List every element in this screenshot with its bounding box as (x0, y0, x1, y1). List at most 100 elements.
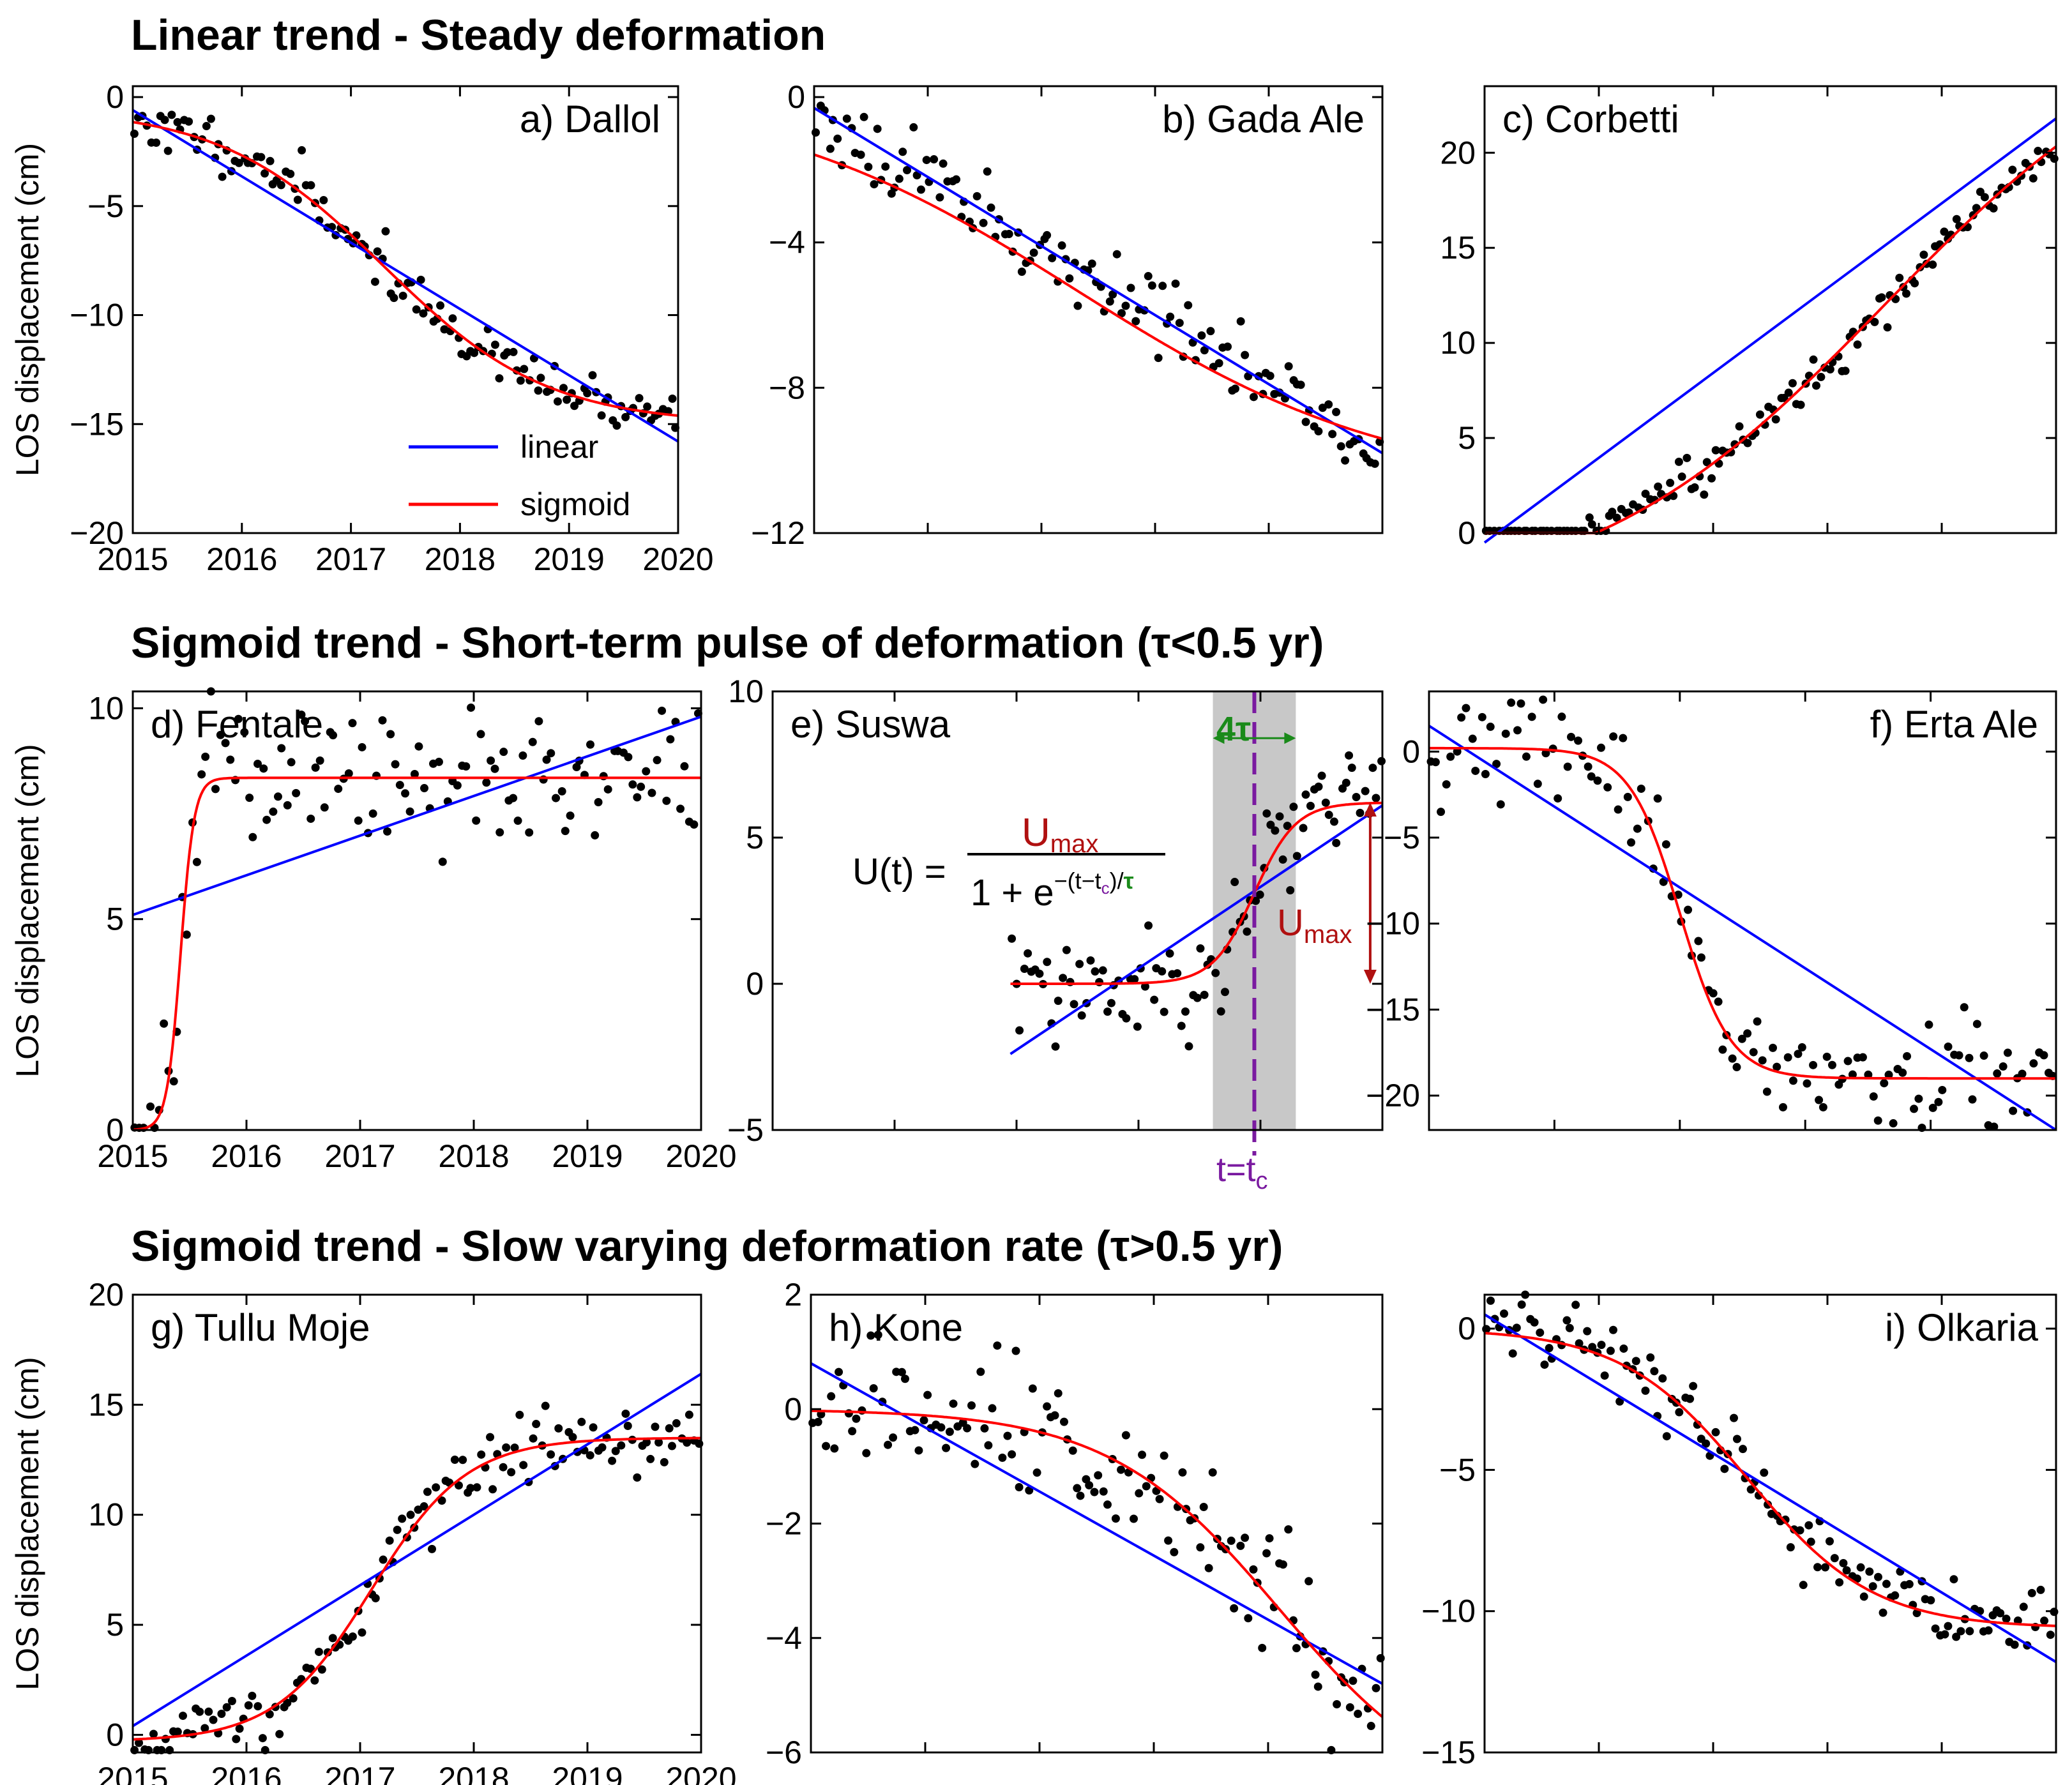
data-point (870, 180, 879, 189)
data-point (1230, 878, 1239, 887)
data-point (642, 1438, 651, 1447)
data-point (201, 752, 210, 761)
data-point (1979, 1051, 1988, 1060)
data-point (1788, 379, 1797, 388)
data-point (1633, 824, 1642, 833)
data-point (617, 1441, 626, 1450)
data-point (1130, 1514, 1138, 1523)
data-point (586, 740, 595, 749)
axes-box (1483, 85, 2057, 534)
data-point (1150, 995, 1159, 1004)
data-point (1349, 1676, 1357, 1685)
data-point (2019, 1602, 2028, 1611)
data-point (401, 789, 410, 798)
data-point (1788, 1076, 1797, 1085)
data-point (1760, 1468, 1769, 1477)
data-point (454, 1481, 463, 1490)
data-point (1329, 817, 1338, 826)
data-point (1135, 1489, 1144, 1498)
data-point (1223, 342, 1232, 351)
data-point (1352, 793, 1361, 802)
data-point (466, 1484, 475, 1493)
data-point (317, 1665, 326, 1674)
data-point (1554, 794, 1562, 803)
data-point (1758, 1056, 1767, 1065)
y-tick-label: −5 (1439, 1452, 1476, 1488)
data-point (438, 857, 447, 866)
data-point (1086, 956, 1095, 965)
y-tick-label: 0 (1458, 515, 1476, 551)
four-tau-arrowhead-right (1284, 732, 1296, 744)
data-point (1133, 1022, 1142, 1031)
data-point (646, 1454, 655, 1463)
data-point (980, 1424, 989, 1433)
data-point (1944, 1043, 1953, 1051)
data-point (306, 814, 315, 823)
data-point (393, 1525, 402, 1534)
data-point (1843, 1057, 1852, 1066)
data-point (1311, 1670, 1320, 1679)
y-tick-label: −20 (1366, 1078, 1420, 1113)
y-tick-label: 10 (88, 690, 124, 726)
data-point (1003, 1431, 1012, 1440)
data-point (1965, 1053, 1974, 1062)
data-point (680, 762, 689, 771)
y-tick-label: 2 (784, 1277, 802, 1313)
data-point (289, 1694, 298, 1703)
legend: linear sigmoid (409, 429, 630, 522)
data-point (660, 1457, 669, 1466)
x-tick-label: 2018 (438, 1138, 509, 1174)
x-tick-label: 2016 (211, 1761, 282, 1785)
data-point (1090, 1488, 1099, 1496)
data-point (972, 192, 981, 200)
data-point (937, 1423, 946, 1432)
data-point (1694, 937, 1703, 945)
data-point (1054, 1389, 1062, 1397)
data-point (1241, 350, 1250, 359)
data-point (1884, 1071, 1893, 1080)
data-point (1347, 764, 1356, 772)
data-point (405, 807, 414, 816)
data-point (1728, 1054, 1737, 1063)
data-point (1015, 1483, 1024, 1492)
axes-box (771, 690, 1384, 1131)
data-point (1666, 478, 1675, 487)
data-point (534, 386, 543, 395)
data-point (1236, 317, 1245, 326)
data-point (1614, 805, 1622, 814)
data-point (515, 1410, 524, 1419)
data-point (1762, 1087, 1771, 1096)
data-point (945, 1427, 954, 1436)
data-point (470, 349, 479, 358)
data-point (1853, 340, 1862, 349)
data-point (830, 1444, 839, 1453)
data-point (572, 762, 581, 771)
data-point (1085, 1481, 1094, 1490)
data-point (588, 371, 597, 380)
data-point (1827, 1060, 1836, 1069)
data-point (473, 1483, 481, 1492)
linear-fit-line (1483, 117, 2057, 544)
data-point (1099, 1487, 1108, 1496)
data-point (1938, 1085, 1947, 1094)
data-point (559, 384, 568, 393)
data-point (182, 930, 191, 939)
data-point (1588, 1343, 1597, 1352)
data-point (583, 389, 592, 398)
data-point (202, 122, 211, 131)
data-point (1773, 1062, 1781, 1071)
data-point (487, 756, 495, 765)
data-point (1873, 1116, 1882, 1125)
data-point (1533, 780, 1542, 788)
data-point (1895, 273, 1904, 282)
data-point (472, 816, 481, 825)
data-point (1545, 1344, 1554, 1353)
data-point (1095, 977, 1104, 986)
data-point (903, 165, 912, 174)
data-point (1743, 1029, 1752, 1038)
data-point (1008, 1450, 1017, 1459)
data-point (1108, 290, 1117, 299)
data-point (1091, 967, 1100, 976)
data-point (1868, 1582, 1877, 1591)
data-point (1530, 1318, 1539, 1327)
